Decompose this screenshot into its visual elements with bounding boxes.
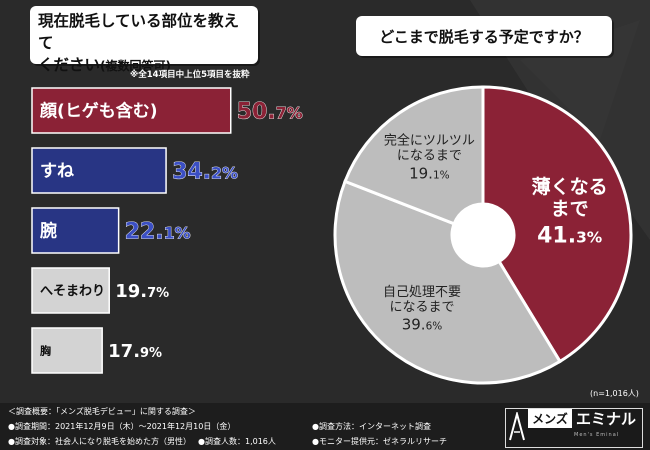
charts-canvas: 顔(ヒゲも含む) 50.7% すね 34.2% 腕 22.1% へそまわり 19.7% 胸 17.… bbox=[31, 85, 633, 385]
donut-value-2: 19.1% bbox=[409, 164, 450, 182]
footer-target: ●調査対象：社会人になり脱毛を始めた方（男性） bbox=[8, 437, 191, 446]
donut-chart: 薄くなるまで41.3%自己処理不要になるまで39.6%完全にツルツルになるまで1… bbox=[333, 85, 633, 385]
donut-label-0-0: 薄くなる bbox=[532, 176, 608, 198]
bar-2 bbox=[31, 207, 120, 254]
donut-label-0-1: まで bbox=[551, 198, 589, 220]
bar-chart: 顔(ヒゲも含む) 50.7% すね 34.2% 腕 22.1% へそまわり 19.7% 胸 17.… bbox=[31, 87, 303, 374]
logo-name: エミナル bbox=[576, 410, 637, 428]
sample-size: (n=1,016人) bbox=[590, 389, 639, 398]
logo-mark-icon bbox=[509, 412, 525, 441]
bar-label-1: すね bbox=[40, 162, 74, 182]
bar-label-4: 胸 bbox=[40, 343, 51, 357]
logo-tag: メンズ bbox=[528, 409, 572, 428]
bar-label-3: へそまわり bbox=[40, 284, 105, 299]
donut-hole bbox=[452, 204, 514, 266]
bar-value-0: 50.7% bbox=[237, 99, 303, 124]
footer-provider: ●モニター提供元：ゼネラルリサーチ bbox=[312, 437, 447, 446]
selection-note: ※全14項目中上位5項目を抜粋 bbox=[130, 70, 250, 80]
right-question-box: どこまで脱毛する予定ですか？ bbox=[356, 16, 612, 56]
donut-label-2-1: になるまで bbox=[397, 149, 462, 164]
donut-label-1-1: になるまで bbox=[389, 300, 454, 315]
right-question-text: どこまで脱毛する予定ですか？ bbox=[379, 27, 589, 46]
survey-footer: ＜調査概要：「メンズ脱毛デビュー」に関する調査＞ ●調査期間：2021年12月9… bbox=[0, 403, 650, 450]
donut-label-2-0: 完全にツルツル bbox=[384, 133, 475, 149]
left-question-box: 現在脱毛している部位を教えて ください(複数回答可) bbox=[30, 6, 258, 74]
bar-0 bbox=[31, 87, 232, 134]
donut-value-1: 39.6% bbox=[402, 316, 443, 334]
bar-label-2: 腕 bbox=[40, 221, 57, 242]
bar-value-1: 34.2% bbox=[172, 159, 238, 184]
bar-label-0: 顔(ヒゲも含む) bbox=[39, 101, 158, 122]
donut-value-0: 41.3% bbox=[537, 223, 602, 248]
footer-method: ●調査方法：インターネット調査 bbox=[312, 422, 431, 431]
footer-period: ●調査期間：2021年12月9日（木）～2021年12月10日（金） bbox=[8, 422, 236, 431]
left-question-line1: 現在脱毛している部位を教えて bbox=[38, 12, 240, 52]
bar-value-4: 17.9% bbox=[108, 341, 162, 362]
bar-value-2: 22.1% bbox=[125, 219, 191, 244]
donut-label-1-0: 自己処理不要 bbox=[383, 285, 461, 300]
bar-1 bbox=[31, 147, 167, 194]
left-question-sub: (複数回答可) bbox=[100, 59, 171, 73]
bar-value-3: 19.7% bbox=[115, 281, 169, 302]
logo-subtitle: Men's Eminal bbox=[574, 432, 620, 438]
bar-4 bbox=[31, 327, 103, 374]
footer-count: ●調査人数：1,016人 bbox=[198, 437, 276, 446]
footer-overview: ＜調査概要：「メンズ脱毛デビュー」に関する調査＞ bbox=[8, 407, 196, 416]
donut-slice-1 bbox=[333, 179, 562, 385]
left-question-line2: ください bbox=[38, 56, 101, 74]
bar-3 bbox=[31, 267, 110, 314]
